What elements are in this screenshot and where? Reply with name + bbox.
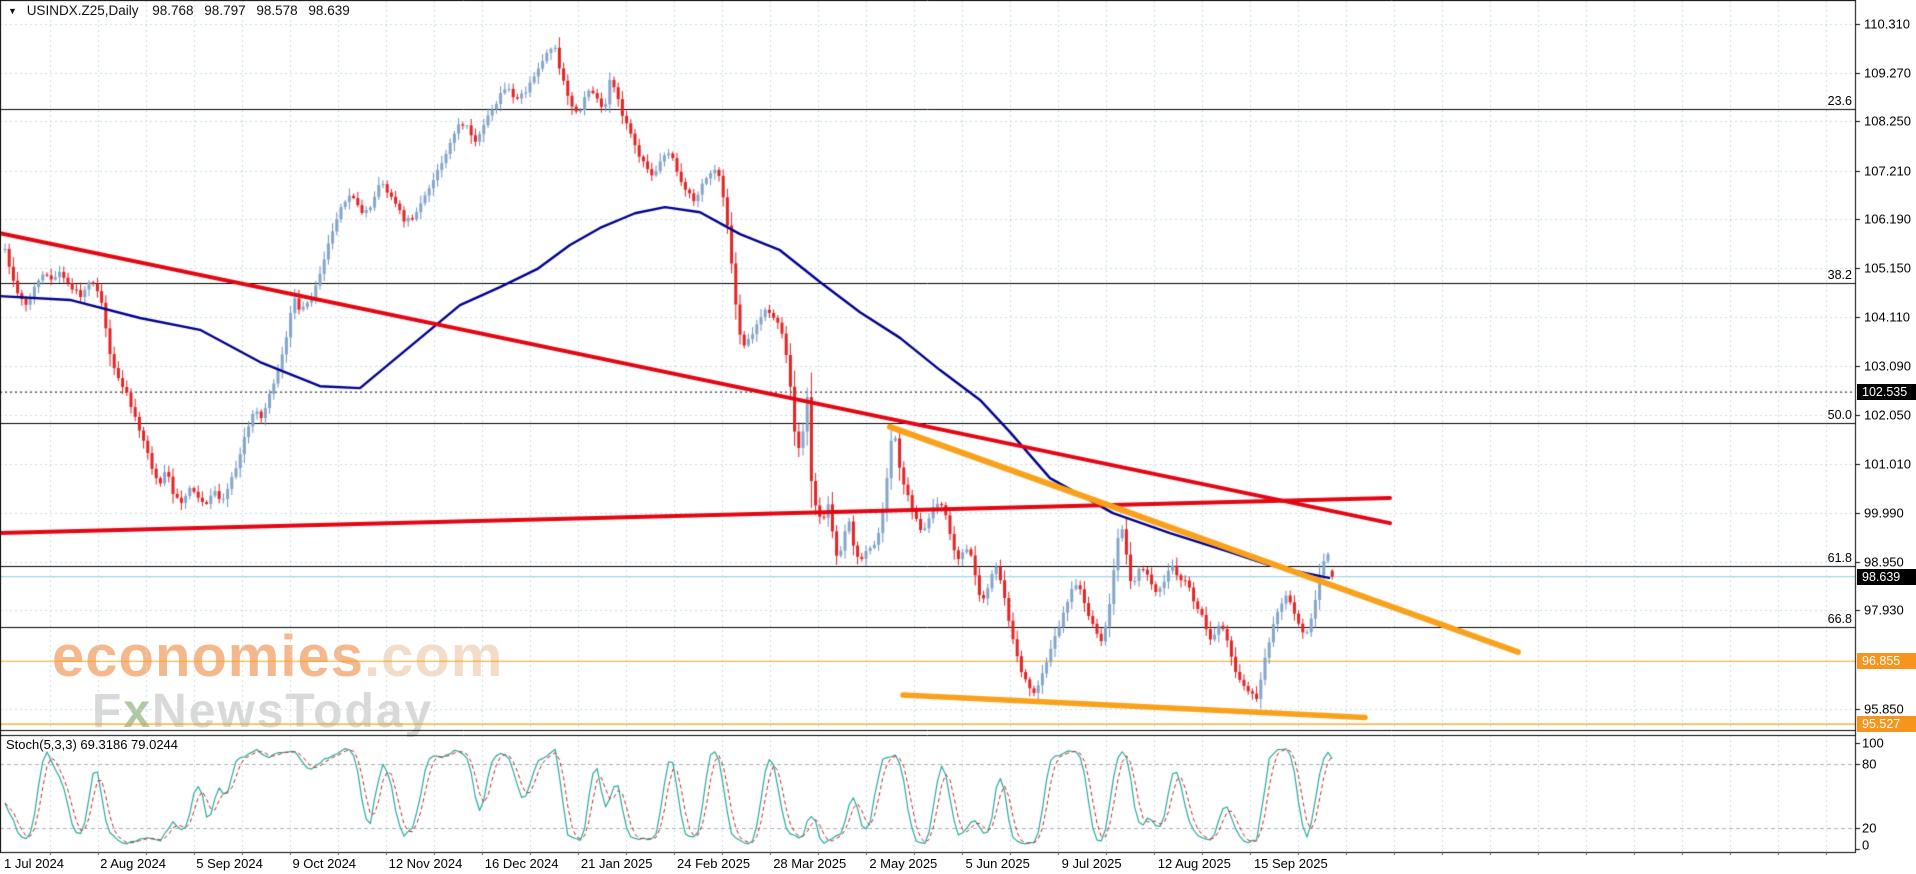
trading-chart-window: economies.com FxNewsToday ▼ USINDX.Z25,D… [0, 0, 1916, 874]
price-chart-canvas[interactable] [0, 0, 1916, 874]
